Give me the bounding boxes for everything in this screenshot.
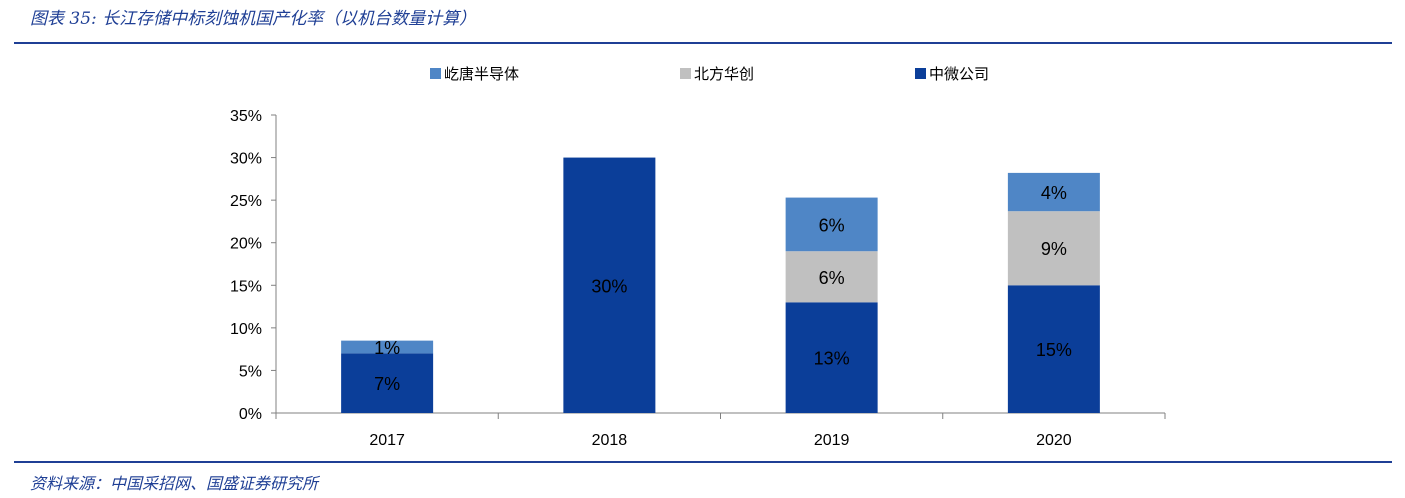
x-tick-label: 2020	[1036, 432, 1072, 449]
data-label: 6%	[819, 215, 845, 235]
figure-title: 图表 35: 长江存储中标刻蚀机国产化率（以机台数量计算）	[30, 9, 477, 29]
y-tick-label: 25%	[230, 193, 262, 210]
data-label: 7%	[374, 374, 400, 394]
x-tick-label: 2018	[592, 432, 628, 449]
x-tick-label: 2017	[369, 432, 405, 449]
y-tick-label: 5%	[239, 363, 262, 380]
bar-segment	[785, 251, 878, 303]
title-rule	[14, 42, 1392, 44]
legend-swatch	[680, 68, 691, 79]
data-label: 6%	[819, 268, 845, 288]
y-tick-label: 30%	[230, 151, 262, 168]
bars	[341, 157, 1100, 413]
legend-label: 屹唐半导体	[444, 65, 519, 83]
data-labels: 7% 1% 30% 13% 6% 6% 15% 9% 4%	[374, 183, 1072, 394]
legend-swatch	[915, 68, 926, 79]
legend-swatch	[430, 68, 441, 79]
bar-segment	[785, 197, 878, 252]
y-tick-label: 10%	[230, 321, 262, 338]
y-tick-label: 35%	[230, 108, 262, 125]
bar-segment	[785, 302, 878, 413]
y-tick-label: 20%	[230, 236, 262, 253]
y-tick-label: 15%	[230, 278, 262, 295]
data-label: 13%	[814, 349, 850, 369]
data-label: 1%	[374, 338, 400, 358]
x-tick-label: 2019	[814, 432, 850, 449]
bar-segment	[563, 157, 656, 413]
y-tick-label: 0%	[239, 406, 262, 423]
bar-segment	[1007, 172, 1100, 212]
data-label: 9%	[1041, 239, 1067, 259]
source-rule	[14, 461, 1392, 463]
data-label: 15%	[1036, 340, 1072, 360]
data-label: 30%	[591, 276, 627, 296]
legend: 屹唐半导体 北方华创 中微公司	[430, 65, 989, 83]
bar-segment	[341, 340, 434, 354]
axes: 0% 5% 10% 15% 20% 25% 30% 35% 2017 2018 2019 2020	[230, 108, 1166, 449]
bar-segment	[1007, 211, 1100, 286]
data-label: 4%	[1041, 183, 1067, 203]
bar-segment	[1007, 285, 1100, 413]
bar-segment	[341, 353, 434, 413]
legend-label: 中微公司	[929, 65, 989, 83]
source-note: 资料来源：中国采招网、国盛证券研究所	[30, 474, 319, 493]
legend-label: 北方华创	[694, 65, 754, 83]
